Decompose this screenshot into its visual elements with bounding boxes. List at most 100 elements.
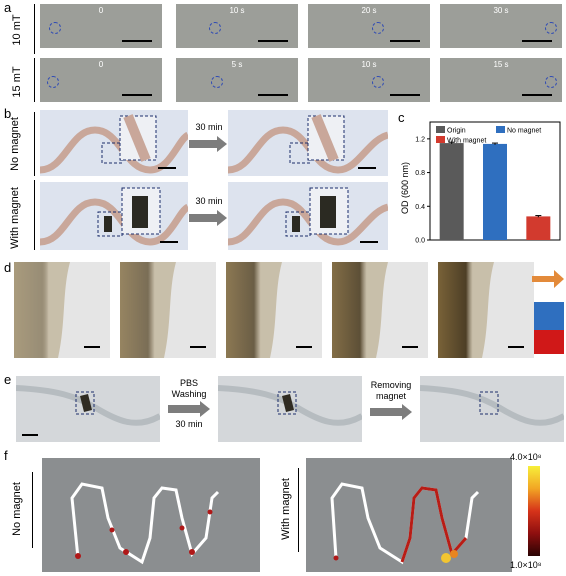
row-bracket-with-magnet-f	[298, 468, 299, 552]
row-label-no-magnet-b: No magnet	[9, 117, 21, 171]
row-bracket-with-magnet-b	[34, 180, 35, 250]
tissue-image	[120, 262, 216, 358]
panel-label-e: e	[4, 372, 12, 387]
time-lapse-frame: 5 s	[176, 58, 298, 102]
robot-position-marker	[47, 76, 59, 88]
time-lapse-frame: 10 s	[308, 58, 430, 102]
micrograph-no-magnet-before	[40, 110, 188, 176]
row-bracket-15mt	[34, 58, 35, 102]
panel-label-a: a	[4, 0, 12, 15]
frame-time-label: 5 s	[231, 60, 243, 69]
arrow-right	[189, 210, 229, 231]
serpentine-channel-with-magnet	[228, 187, 388, 246]
tissue-image	[332, 262, 428, 358]
tissue-texture	[226, 262, 322, 358]
robot-position-marker	[372, 76, 384, 88]
trajectory-path	[330, 482, 480, 565]
scale-bar	[258, 40, 288, 42]
time-lapse-frame: 0	[40, 58, 162, 102]
micrograph-no-magnet-after	[228, 110, 388, 176]
step-label-washing: Washing	[171, 389, 207, 399]
step-label-30min: 30 min	[175, 419, 203, 429]
panel-label-d: d	[4, 260, 12, 275]
robot-position-marker	[545, 22, 557, 34]
row-bracket-no-magnet-b	[34, 112, 35, 176]
tube-channel	[420, 385, 564, 426]
time-lapse-frame: 30 s	[440, 4, 562, 48]
robot-position-marker	[372, 22, 384, 34]
panel-label-c: c	[398, 110, 405, 125]
step-label-pbs: PBS	[179, 378, 198, 388]
row-label-15mt: 15 mT	[11, 66, 23, 98]
tube-image-after-wash	[218, 376, 362, 442]
tube-image-before-wash	[16, 376, 160, 442]
trajectory-with-magnet	[306, 458, 512, 572]
arrow-right	[370, 404, 414, 425]
step-label-magnet: magnet	[375, 391, 407, 401]
chart-ylabel: OD (600 nm)	[400, 162, 410, 214]
legend-swatch	[436, 136, 445, 143]
bar-with-magnet	[526, 216, 551, 240]
serpentine-channel	[228, 114, 388, 174]
robot-position-marker	[49, 22, 61, 34]
tissue-image	[226, 262, 322, 358]
micrograph-with-magnet-before	[40, 182, 188, 250]
frame-time-label: 30 s	[493, 6, 509, 15]
row-label-10mt: 10 mT	[11, 14, 23, 46]
legend-label: No magnet	[507, 128, 541, 135]
serpentine-channel	[40, 114, 188, 174]
scale-bar	[522, 94, 552, 96]
tube-channel	[218, 385, 362, 426]
panel-label-f: f	[4, 448, 8, 463]
legend-arrow-swatch	[532, 270, 564, 354]
colorbar-max-label: 4.0×10⁸	[510, 452, 542, 462]
row-label-with-magnet-b: With magnet	[9, 187, 21, 249]
y-tick-label: 0.4	[415, 204, 425, 211]
scale-bar	[258, 94, 288, 96]
tube-image-magnet-removed	[420, 376, 564, 442]
colorbar-min-label: 1.0×10⁸	[510, 560, 542, 570]
bar-origin	[439, 143, 464, 240]
tissue-texture	[332, 262, 428, 358]
robot-position-marker	[211, 76, 223, 88]
frame-time-label: 15 s	[493, 60, 509, 69]
colorbar	[528, 466, 540, 556]
bar-chart-od600: OD (600 nm) 0.0 0.4 0.8 1.2 Origin No magnet…	[400, 121, 561, 245]
y-tick-label: 0.8	[415, 170, 425, 177]
arrow-label-30min-1: 30 min	[195, 122, 223, 132]
time-lapse-frame: 0	[40, 4, 162, 48]
tissue-texture	[438, 262, 534, 358]
micrograph-with-magnet-after	[228, 182, 388, 250]
scale-bar	[390, 94, 420, 96]
y-tick-label: 0.0	[415, 238, 425, 245]
legend-label: Origin	[447, 128, 466, 135]
legend-swatch	[496, 126, 505, 133]
time-lapse-frame: 20 s	[308, 4, 430, 48]
arrow-right	[168, 401, 212, 422]
frame-time-label: 20 s	[361, 6, 377, 15]
time-lapse-frame: 10 s	[176, 4, 298, 48]
bar-no-magnet	[483, 143, 507, 240]
scale-bar	[122, 40, 152, 42]
tissue-texture	[14, 262, 110, 358]
arrow-right	[189, 136, 229, 157]
row-label-with-magnet-f: With magnet	[280, 478, 292, 540]
robot-position-marker	[209, 22, 221, 34]
legend-swatch	[436, 126, 445, 133]
step-label-removing: Removing	[370, 380, 412, 390]
y-tick-label: 1.2	[415, 136, 425, 143]
panel-label-b: b	[4, 106, 12, 121]
robot-position-marker	[545, 76, 557, 88]
trajectory-path	[70, 482, 220, 565]
frame-time-label: 0	[98, 6, 104, 15]
tissue-image	[438, 262, 534, 358]
serpentine-channel-with-magnet	[40, 187, 188, 246]
row-bracket-10mt	[34, 4, 35, 54]
time-lapse-frame: 15 s	[440, 58, 562, 102]
tissue-image	[14, 262, 110, 358]
tissue-texture	[120, 262, 216, 358]
trajectory-no-magnet	[42, 458, 260, 572]
row-bracket-no-magnet-f	[32, 472, 33, 548]
frame-time-label: 0	[98, 60, 104, 69]
row-label-no-magnet-f: No magnet	[11, 482, 23, 536]
